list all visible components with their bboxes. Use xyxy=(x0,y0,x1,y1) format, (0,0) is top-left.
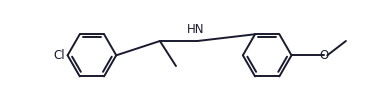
Text: O: O xyxy=(320,49,329,62)
Text: Cl: Cl xyxy=(53,49,65,62)
Text: HN: HN xyxy=(187,23,204,36)
